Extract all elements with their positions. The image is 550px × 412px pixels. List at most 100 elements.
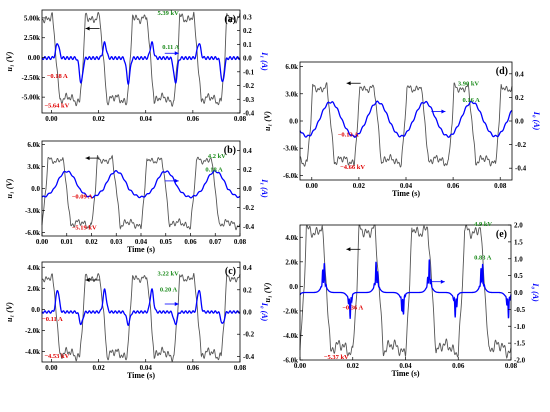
panel-e: 0.00 0.02 0.04 0.06 0.08 -6.0k -4.0k -2.0k 0.0 2.… [263,221,540,378]
y2-axis-label: I₁ (A) [260,51,269,71]
current-trace [299,259,512,319]
x-tick-label: 0.04 [135,238,148,246]
voltage-axis-arrowhead [85,278,90,282]
annotation: 4.2 kV [208,153,226,160]
y-tick-label: 0.0 [31,306,40,314]
y2-tick-label: 0.3 [243,13,252,21]
y-axis-label: u₁ (V) [263,282,272,302]
x-tick-label: 0.08 [234,364,247,372]
annotation: −5.19 kV [72,224,97,231]
x-tick-label: 0.01 [61,238,74,246]
y2-tick-label: -0.4 [243,353,255,361]
panel-label: (a) [224,14,236,25]
panel-a: 0.00 0.02 0.04 0.06 0.08 -5.00k -2.50k 0.00 2.50… [5,9,269,123]
y-tick-label: -4.0k [283,332,298,340]
annotation: −0.18 A [47,73,68,80]
y-tick-label: -6.0k [283,357,298,365]
y2-tick-label: -2.0 [514,357,526,365]
y2-tick-label: 0.2 [515,94,524,102]
y2-axis-label: I₀ (A) [260,302,269,322]
x-tick-label: 0.06 [187,115,200,123]
y2-axis-label: I₁ (A) [260,178,269,198]
y-tick-label: -3.0k [283,145,298,153]
y-tick-label: -3.0k [25,207,40,215]
current-trace [41,40,241,86]
y-axis-label: u₁ (V) [5,51,14,71]
voltage-trace [41,11,241,107]
x-tick-label: 0.04 [140,364,153,372]
annotation: −5.64 kV [44,102,69,109]
voltage-axis-arrowhead [346,81,351,86]
y-tick-label: -4.0k [25,348,40,356]
y2-tick-label: 0.4 [515,70,524,78]
y-tick-label: 6.0k [27,141,40,149]
current-axis-arrowhead [440,279,445,284]
annotation: −4.53 kV [44,353,69,360]
y-tick-label: -5.00k [22,94,41,102]
annotation: 0.83 A [474,254,492,261]
voltage-axis-arrowhead [85,26,90,31]
panel-label: (d) [496,66,508,77]
x-tick-label: 0.00 [45,115,58,123]
x-tick-label: 0.06 [452,362,465,370]
x-axis-label: Time (s) [392,189,420,198]
y2-tick-label: -0.2 [243,82,255,90]
x-tick-label: 0.00 [45,364,58,372]
x-tick-label: 0.02 [347,362,360,370]
current-axis-arrowhead [441,109,446,114]
x-tick-label: 0.02 [92,364,105,372]
current-axis-arrowhead [174,178,179,183]
voltage-trace [299,82,513,168]
y2-axis-label: I₀ (A) [531,282,540,302]
panel-label: (b) [224,145,236,156]
annotation: −0.11 A [42,316,63,323]
annotation: −0.36 A [342,305,363,312]
y-axis-label: u₁ (V) [5,178,14,198]
y2-tick-label: 0.5 [514,272,523,280]
y-tick-label: 6.0k [285,63,298,71]
y2-tick-label: -0.4 [243,223,255,231]
y-tick-label: 2.0k [27,285,40,293]
y2-tick-label: 0.4 [243,147,252,155]
y2-tick-label: 0.2 [243,27,252,35]
voltage-trace [299,224,512,359]
x-tick-label: 0.03 [110,238,123,246]
annotation: 3.90 kV [458,81,480,88]
y2-tick-label: 0.0 [514,289,523,297]
y-tick-label: -2.0k [283,307,298,315]
y-tick-label: 2.50k [24,34,40,42]
y2-tick-label: -0.2 [243,204,255,212]
panel-label: (c) [225,266,236,277]
y2-tick-label: -0.2 [515,141,527,149]
current-trace [41,287,241,327]
plot-frame [299,61,513,181]
voltage-trace [41,273,241,362]
y2-tick-label: 0.0 [243,185,252,193]
x-axis-label: Time (s) [391,369,419,378]
x-tick-label: 0.08 [505,362,518,370]
y2-tick-label: 1.5 [514,238,523,246]
y2-tick-label: 0.0 [243,55,252,63]
y2-tick-label: -0.4 [243,110,255,118]
panel-b: 0.00 0.01 0.02 0.03 0.04 0.05 0.06 0.07 0.08 -6.0… [5,140,269,254]
y-tick-label: -2.50k [22,74,41,82]
x-tick-label: 0.02 [92,115,105,123]
y-tick-label: 0.0 [289,118,298,126]
y2-tick-label: -1.0 [514,323,526,331]
y-tick-label: 0.00 [28,54,41,62]
panel-c: 0.00 0.02 0.04 0.06 0.08 -4.0k -2.0k 0.0 2.0k 4.0… [5,261,269,380]
current-axis-arrowhead [174,302,179,306]
y-tick-label: 3.0k [27,163,40,171]
annotation: 4.9 kV [474,221,492,228]
x-axis-label: Time (s) [127,245,155,254]
y-tick-label: 2.0k [285,258,298,266]
y2-tick-label: 0.0 [515,118,524,126]
y-tick-label: 0.0 [31,185,40,193]
voltage-trace [41,154,241,231]
panel-label: (e) [496,229,507,240]
x-tick-label: 0.04 [140,115,153,123]
annotation: −0.09 A [72,194,93,201]
y2-tick-label: 0.4 [243,264,252,272]
x-tick-label: 0.08 [234,238,247,246]
